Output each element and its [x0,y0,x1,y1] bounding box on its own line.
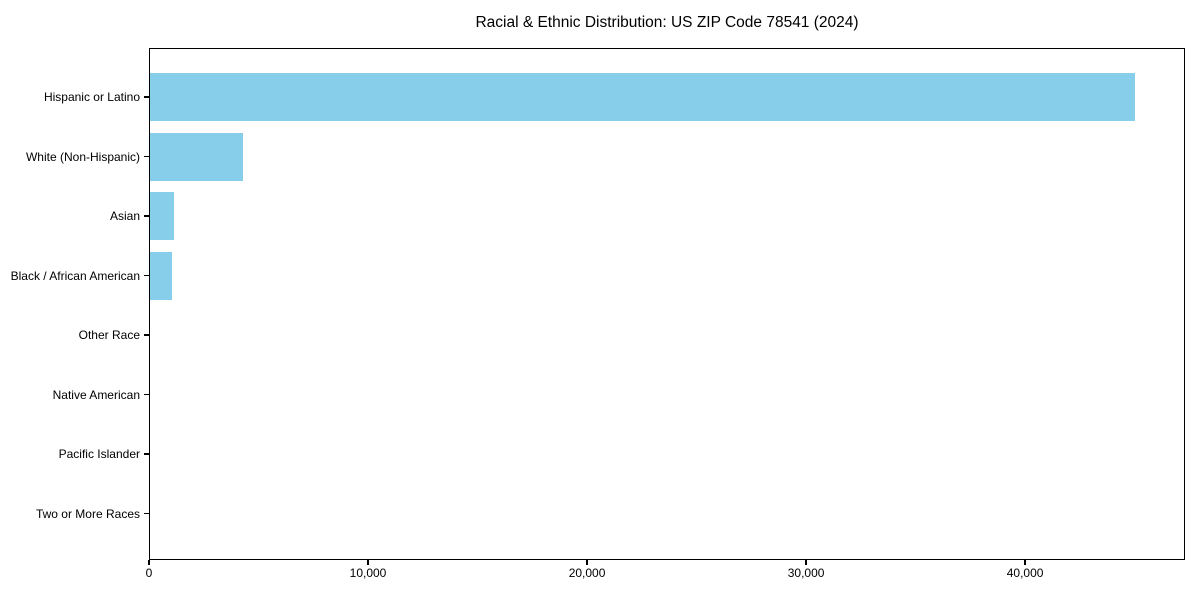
x-tick-label: 30,000 [787,566,825,580]
x-tick [805,560,807,565]
y-tick-label-hispanic-or-latino: Hispanic or Latino [43,90,140,104]
y-tick-label-white-non-hispanic: White (Non-Hispanic) [25,149,140,164]
y-tick [144,155,149,158]
bar-hispanic-or-latino [149,73,1135,121]
y-tick [144,215,149,217]
plot-area [149,48,1185,560]
y-tick-label-two-or-more-races: Two or More Races [35,506,140,521]
y-tick-label-other-race: Other Race [78,328,140,342]
y-tick-label-native-american: Native American [52,387,140,402]
x-tick-label: 20,000 [568,566,606,580]
y-tick-label-black-african-american: Black / African American [10,268,140,283]
x-tick-label: 40,000 [1006,566,1044,580]
x-tick [148,560,150,565]
y-tick [144,512,149,515]
x-tick [586,560,588,565]
x-tick-label: 0 [145,566,153,580]
y-tick-label-pacific-islander: Pacific Islander [58,447,140,461]
y-tick-label-asian: Asian [109,209,140,223]
y-tick [144,453,149,455]
x-tick [1024,560,1026,565]
y-tick [144,393,149,396]
y-tick [144,274,149,277]
bar-white-non-hispanic [149,132,244,181]
y-tick [144,334,149,336]
y-tick [144,96,149,98]
bar-black-african-american [149,251,172,300]
x-tick [367,560,369,565]
bar-asian [149,192,175,240]
x-tick-label: 10,000 [349,566,387,580]
chart-title: Racial & Ethnic Distribution: US ZIP Cod… [475,14,859,31]
